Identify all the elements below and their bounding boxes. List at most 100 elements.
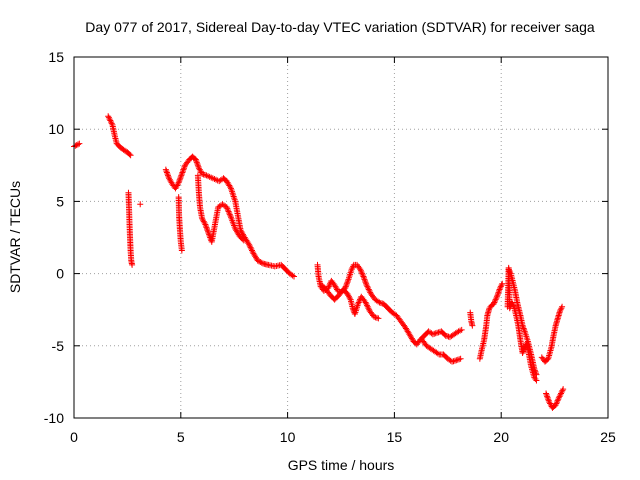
data-point-419 [363,282,370,289]
data-point-530 [346,295,353,302]
data-point-417 [362,279,369,286]
data-point-400 [348,266,355,273]
data-point-738 [519,350,526,357]
data-point-99 [176,178,183,185]
data-point-409 [357,267,364,274]
data-point-806 [521,326,528,333]
data-point-558 [364,303,371,310]
x-tick-label-1: 5 [177,429,185,445]
data-point-81 [162,166,169,173]
data-point-151 [227,183,234,190]
data-point-878 [544,394,551,401]
data-point-647 [493,295,500,302]
data-series-sdtvar [71,113,567,411]
data-point-224 [289,272,296,279]
data-point-34 [127,152,134,159]
data-point-431 [375,298,382,305]
data-point-768 [533,377,540,384]
data-point-655 [497,283,504,290]
data-point-4 [76,140,83,147]
chart-title: Day 077 of 2017, Sidereal Day-to-day VTE… [85,19,595,35]
x-axis-label: GPS time / hours [288,457,395,473]
data-point-416 [362,277,369,284]
data-point-892 [555,396,562,403]
data-point-410 [358,269,365,276]
data-point-546 [355,300,362,307]
data-point-330 [225,208,232,215]
data-point-121 [193,157,200,164]
data-point-536 [349,305,356,312]
data-point-5 [105,113,112,120]
data-point-646 [492,296,499,303]
data-point-372 [326,282,333,289]
data-point-644 [491,299,498,306]
data-point-894 [556,393,563,400]
data-point-771 [507,269,514,276]
data-point-803 [519,322,526,329]
data-point-876 [543,391,550,398]
data-point-191 [249,247,255,254]
data-point-568 [375,315,382,322]
data-point-740 [520,347,527,354]
data-point-502 [458,326,465,333]
data-point-391 [343,280,350,287]
data-point-879 [545,396,552,403]
data-point-123 [194,160,201,167]
data-point-328 [224,205,231,212]
data-point-86 [165,173,172,180]
data-point-8 [107,117,114,124]
data-point-741 [521,345,528,352]
plot-frame [73,56,609,419]
data-point-891 [554,397,561,404]
data-point-258 [178,247,185,254]
data-point-85 [164,172,171,179]
data-point-871 [556,308,563,315]
data-point-649 [494,292,501,299]
data-point-292 [203,225,210,232]
data-point-332 [226,211,233,218]
data-point-889 [553,400,560,407]
data-point-401 [349,264,356,271]
data-point-875 [543,390,550,397]
data-point-708 [509,300,516,307]
data-point-371 [325,283,332,290]
data-point-82 [163,168,170,175]
data-point-7 [106,116,113,123]
data-point-877 [544,393,551,400]
data-point-289 [202,221,209,228]
data-point-707 [508,299,515,306]
data-point-187 [246,241,253,248]
data-point-653 [496,286,503,293]
data-point-190 [248,246,255,253]
data-point-105 [179,169,186,176]
data-point-98 [175,179,182,186]
data-point-656 [498,282,505,289]
x-tick-label-3: 15 [387,429,403,445]
data-point-188 [246,243,253,250]
data-point-556 [363,300,370,307]
data-point-392 [344,279,351,286]
data-point-97 [174,181,181,188]
data-point-651 [495,289,502,296]
y-tick-label-1: -5 [52,338,65,354]
data-point-201 [258,259,265,266]
data-point-547 [355,299,362,306]
data-point-349 [239,236,246,243]
data-point-769 [505,266,512,273]
data-point-350 [240,237,247,244]
data-point-832 [532,368,539,375]
data-point-83 [163,169,170,176]
data-point-290 [202,222,209,229]
x-tick-label-2: 10 [280,429,296,445]
data-point-293 [204,227,211,234]
data-point-125 [195,163,202,170]
data-point-598 [457,355,464,362]
data-point-559 [365,305,372,312]
data-point-124 [194,162,201,169]
data-point-607 [469,322,476,329]
data-point-393 [344,277,351,284]
data-point-199 [256,258,263,265]
data-point-880 [545,397,552,404]
data-point-331 [226,209,233,216]
data-point-1 [72,142,79,149]
